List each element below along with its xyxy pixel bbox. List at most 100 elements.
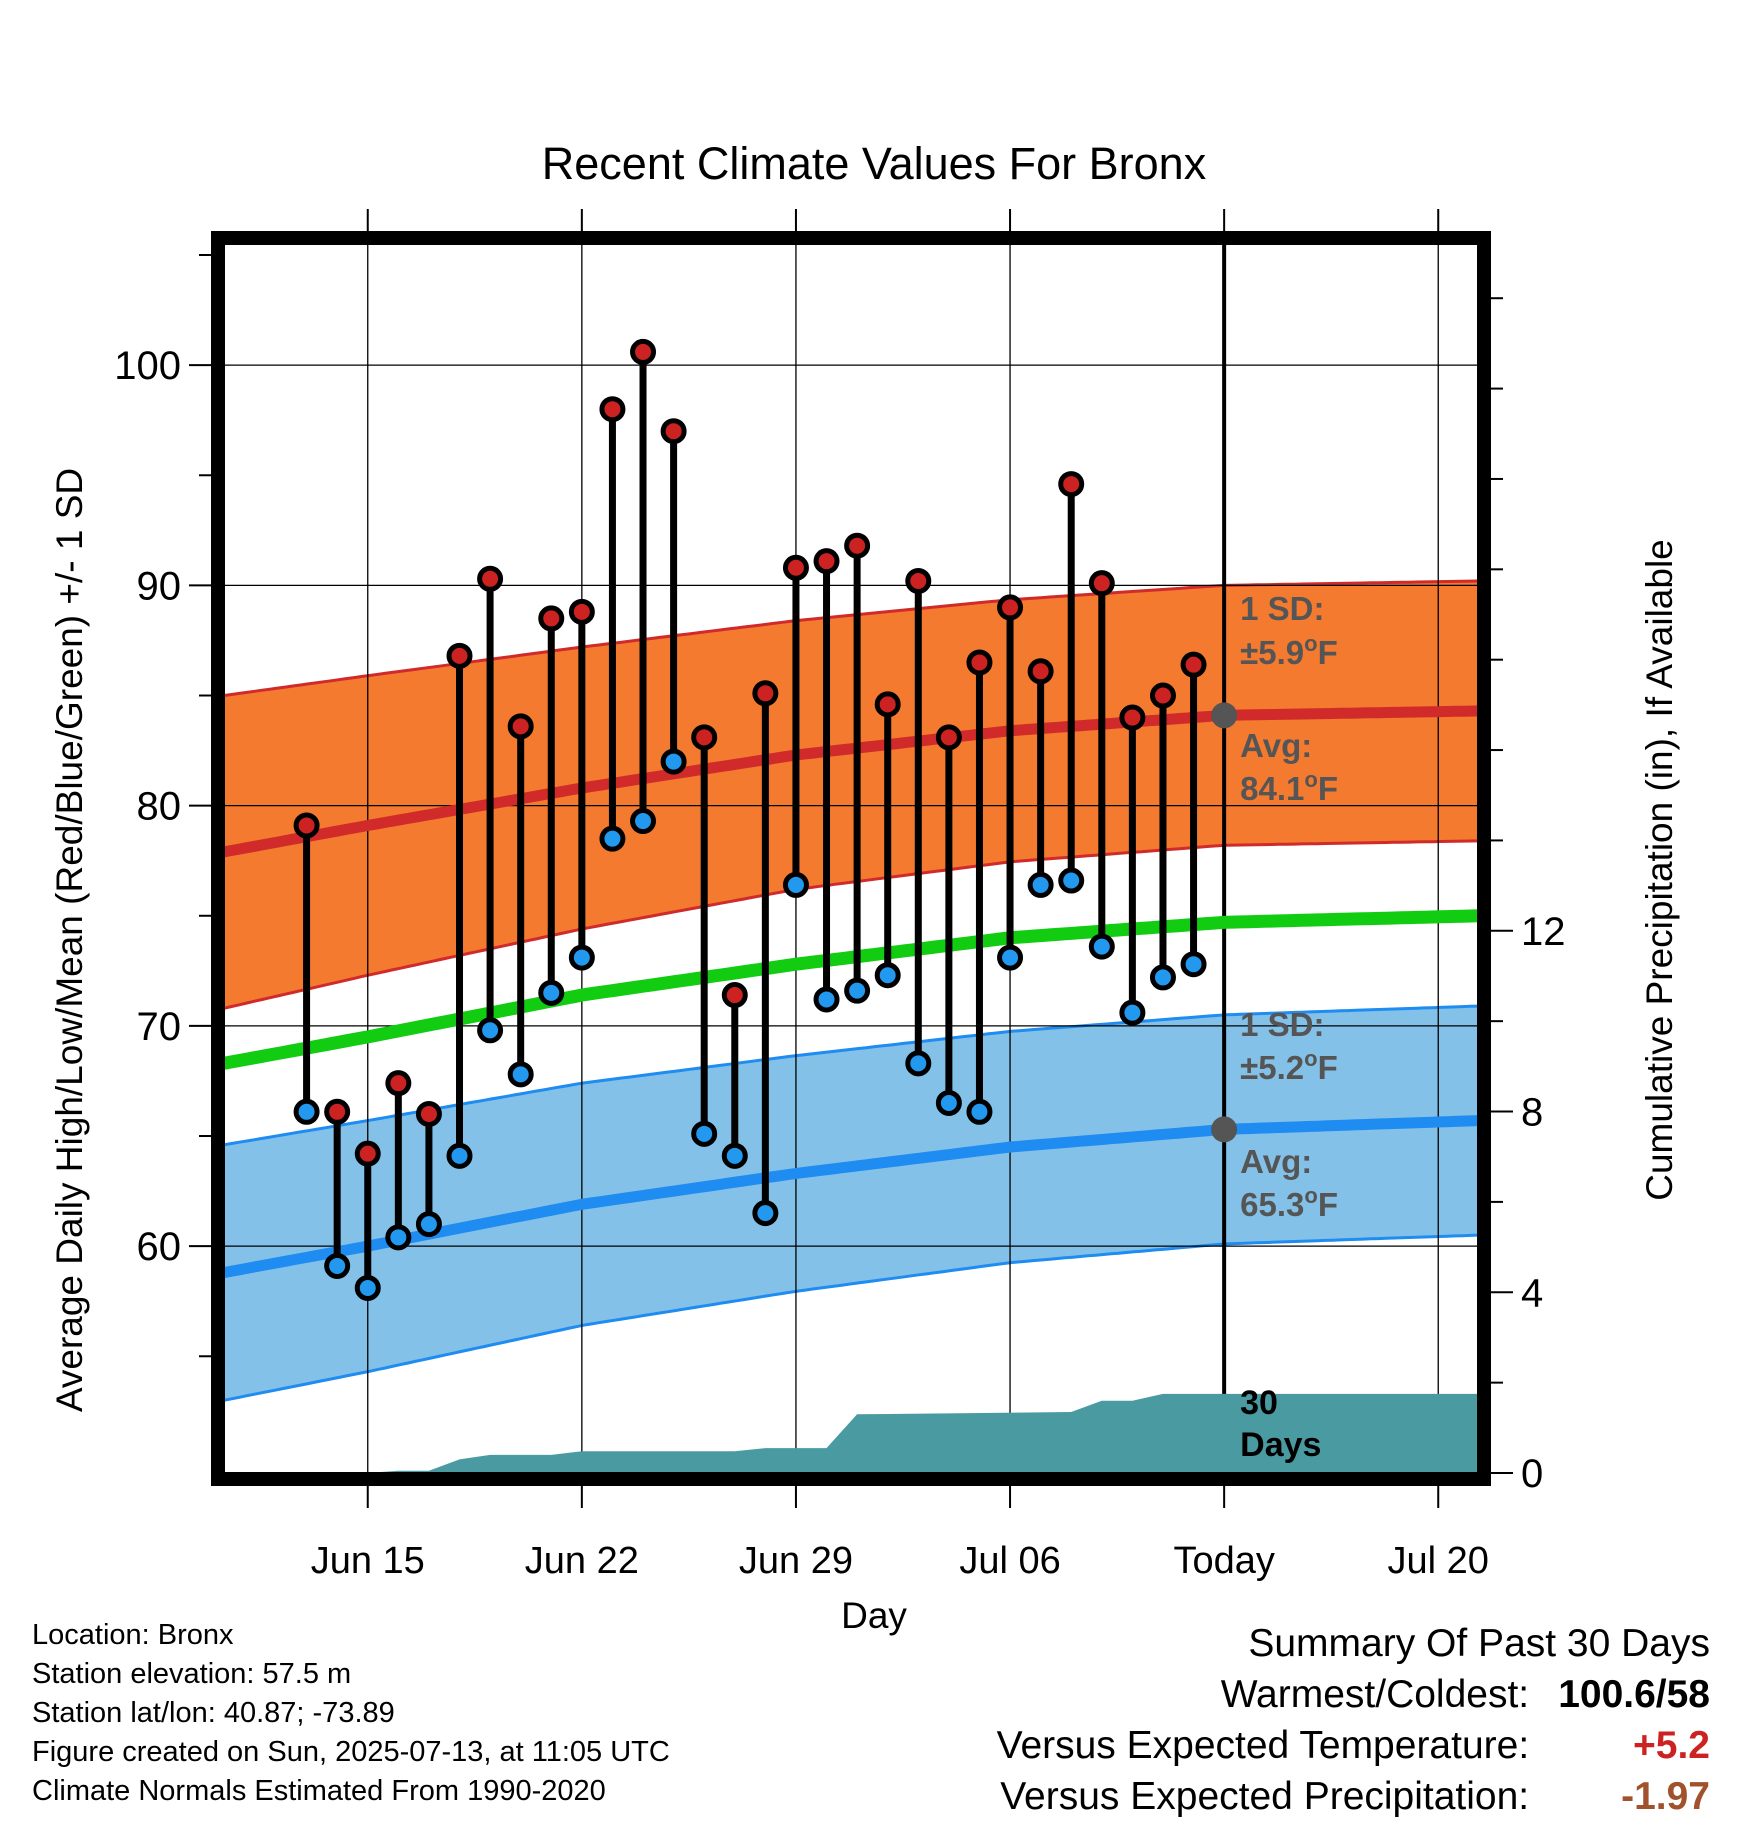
x-tick-label: Jun 15 [311,1540,425,1582]
y-tick-label: 90 [137,564,182,608]
obs-low-point [1027,871,1054,898]
x-tick-label: Jun 22 [525,1540,639,1582]
x-axis-label: Day [841,1595,907,1636]
normal-high-band-upper-edge [223,579,1479,697]
days-label: 30 [1240,1384,1278,1422]
summary-precip-value: -1.97 [1621,1775,1710,1818]
obs-low-point [1119,999,1146,1026]
x-tick-label: Jul 20 [1388,1540,1489,1582]
obs-low-point [935,1089,962,1116]
obs-high-point [997,594,1024,621]
obs-high-point [1058,471,1085,498]
obs-low-point [966,1098,993,1125]
high-sd-value-part: ±5.9 [1240,634,1304,671]
obs-low-point [293,1098,320,1125]
obs-low-point [1058,867,1085,894]
summary-warmest-value: 100.6/58 [1558,1673,1710,1716]
x-tick-label: Today [1173,1540,1274,1582]
y-axis-label: Average Daily High/Low/Mean (Red/Blue/Gr… [49,468,90,1412]
obs-high-point [935,724,962,751]
obs-high-point [1088,570,1115,597]
summary-precip-row: Versus Expected Precipitation: -1.97 [997,1771,1710,1822]
obs-high-point [752,680,779,707]
obs-high-point [630,338,657,365]
y2-axis-label: Cumulative Precipitation (in), If Availa… [1639,539,1680,1201]
y-tick-label: 70 [137,1005,182,1049]
obs-high-point [782,554,809,581]
obs-high-point [1149,682,1176,709]
high-sd-label-part: 1 SD: [1240,590,1324,627]
obs-low-point [415,1211,442,1238]
obs-low-point [568,944,595,971]
high-sd-value: ±5.9oF [1240,631,1338,671]
obs-low-point [324,1252,351,1279]
obs-low-point [905,1050,932,1077]
low-sd-label: 1 SD: [1240,1006,1324,1043]
low-avg-label: Avg: [1240,1143,1312,1180]
obs-high-point [507,713,534,740]
obs-low-point [354,1274,381,1301]
obs-high-point [293,812,320,839]
low-sd-value-part: o [1304,1046,1317,1071]
axes: 60 70 80 90 100 0 4 8 12 Jun 15 Jun 22 Jun 29 Jul 06… [114,209,1566,1582]
obs-low-point [782,871,809,898]
y-tick-label: 80 [137,785,182,829]
precipitation-area [224,1393,1478,1473]
obs-high-point [905,567,932,594]
normal-high-band-lower-edge [223,839,1479,1010]
footer-elevation: Station elevation: 57.5 m [32,1658,352,1690]
obs-low-point [874,962,901,989]
obs-low-point [385,1224,412,1251]
high-sd-value-part: o [1304,631,1317,656]
low-sd-value: ±5.2oF [1240,1046,1338,1086]
summary-temp-value: +5.2 [1633,1724,1710,1767]
low-avg-value-part: o [1304,1183,1317,1208]
high-avg-value-part: 84.1 [1240,770,1304,807]
high-avg-value: 84.1oF [1240,767,1338,807]
obs-low-point [844,977,871,1004]
x-tick-label: Jun 29 [739,1540,853,1582]
obs-low-point [1180,951,1207,978]
normal-mean-line [222,909,1479,1070]
y2-tick-label: 12 [1521,910,1566,954]
obs-low-point [721,1142,748,1169]
obs-high-point [1027,658,1054,685]
obs-high-point [1119,704,1146,731]
footer-created: Figure created on Sun, 2025-07-13, at 11… [32,1736,670,1768]
normal-low-band [224,1006,1478,1401]
summary-panel: Summary Of Past 30 Days Warmest/Coldest:… [997,1618,1710,1822]
obs-high-point [660,418,687,445]
low-avg-value: 65.3oF [1240,1183,1338,1223]
plot-frame [211,231,1491,1486]
obs-high-point [477,565,504,592]
obs-high-point [844,532,871,559]
obs-low-point [691,1120,718,1147]
footer-latlon: Station lat/lon: 40.87; -73.89 [32,1697,395,1729]
chart-title: Recent Climate Values For Bronx [542,138,1207,189]
y-tick-label: 60 [137,1225,182,1269]
high-sd-label: 1 SD: [1240,590,1324,627]
obs-low-point [538,979,565,1006]
normal-high-avg-line [223,705,1479,858]
y2-tick-label: 4 [1521,1271,1543,1315]
low-avg-value-part: F [1318,1186,1338,1223]
summary-warmest-row: Warmest/Coldest: 100.6/58 [997,1669,1710,1720]
footer-normals: Climate Normals Estimated From 1990-2020 [32,1775,606,1807]
precipitation-fill [224,1393,1478,1473]
obs-high-point [813,548,840,575]
obs-low-point [630,808,657,835]
today-high-avg-marker [1211,702,1238,729]
obs-low-point [752,1200,779,1227]
obs-high-point [1180,651,1207,678]
obs-high-point [385,1070,412,1097]
obs-low-point [813,986,840,1013]
obs-low-point [997,944,1024,971]
summary-warmest-label: Warmest/Coldest: [1220,1673,1530,1716]
obs-high-point [446,642,473,669]
high-avg-label: Avg: [1240,727,1312,764]
days-label: Days [1240,1426,1321,1464]
obs-low-point [1149,964,1176,991]
low-sd-label-part: 1 SD: [1240,1006,1324,1043]
